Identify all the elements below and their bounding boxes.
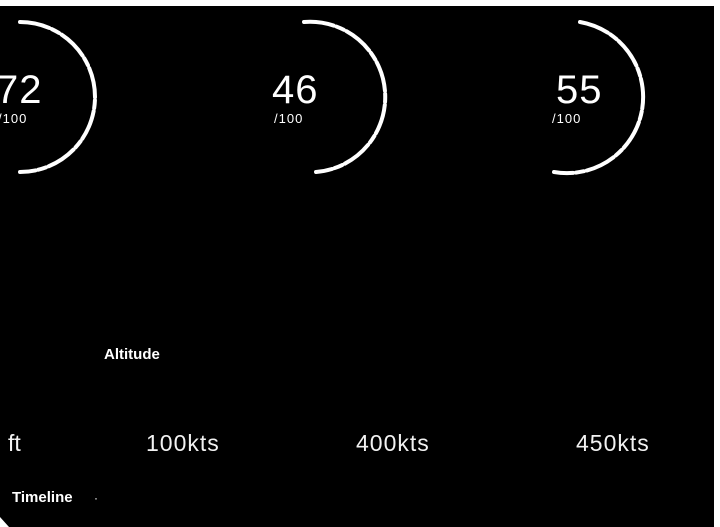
timeline-title: Timeline [12,489,73,506]
top-border [0,0,720,6]
corner-arrow-icon [0,517,9,527]
altitude-title: Altitude [104,346,160,363]
gauge-arc-1 [18,20,97,174]
gauge-max-3: /100 [552,111,582,126]
right-border [714,0,720,527]
speed-value-2: 400kts [356,430,430,456]
score-gauge-1: 72 /100 [0,12,100,182]
gauge-score-3: 55 [556,68,603,112]
score-gauge-3: 55 /100 [514,12,654,182]
gauge-max-2: /100 [274,111,304,126]
gauge-arc-2 [302,19,388,174]
score-gauge-2: 46 /100 [238,12,388,182]
timeline-separator: · [94,491,98,505]
gauge-max-1: /100 [0,111,28,126]
speed-value-1: 100kts [146,430,220,456]
gauge-score-1: 72 [0,68,43,112]
speed-value-3: 450kts [576,430,650,456]
gauge-arc-3 [552,20,646,176]
altitude-unit-fragment: ft [8,430,21,456]
gauge-score-2: 46 [272,68,319,112]
